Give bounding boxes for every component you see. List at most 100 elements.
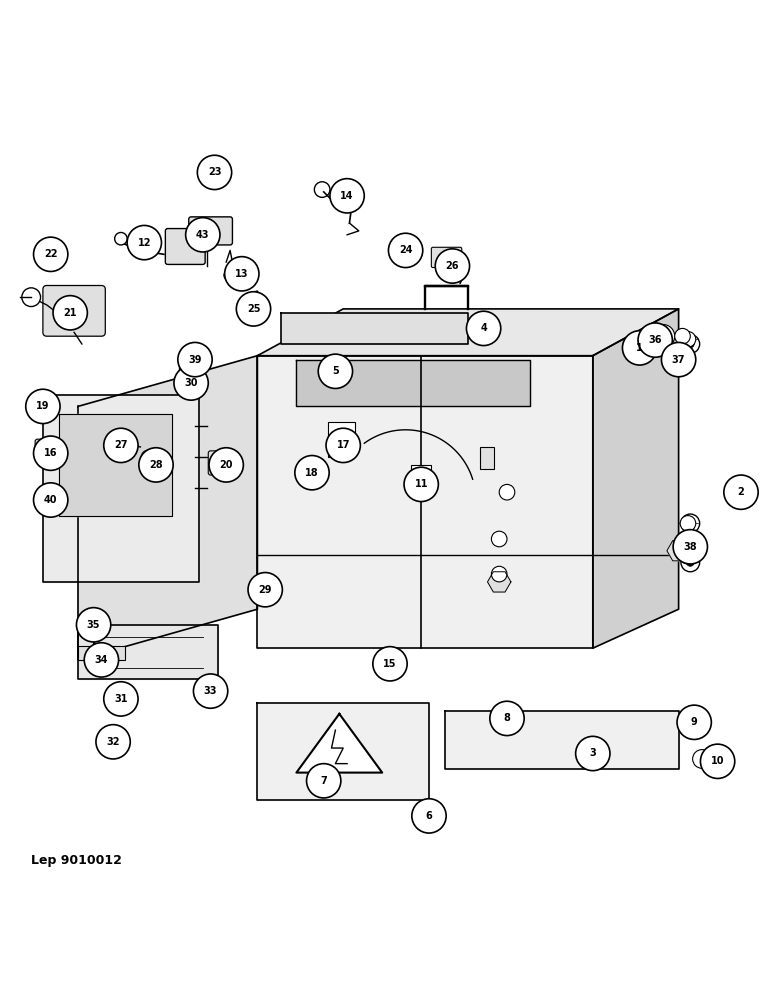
Circle shape	[686, 340, 694, 348]
Circle shape	[104, 682, 138, 716]
Circle shape	[680, 516, 696, 531]
Circle shape	[225, 257, 259, 291]
Polygon shape	[257, 703, 429, 800]
Polygon shape	[281, 313, 468, 344]
Text: 21: 21	[63, 308, 77, 318]
Text: 27: 27	[114, 440, 128, 450]
Polygon shape	[667, 541, 690, 561]
Text: 20: 20	[219, 460, 233, 470]
Text: 32: 32	[106, 737, 120, 747]
Circle shape	[209, 448, 243, 482]
Polygon shape	[78, 356, 257, 660]
Text: 25: 25	[246, 304, 261, 314]
Circle shape	[673, 530, 707, 564]
Circle shape	[686, 520, 694, 527]
Text: 40: 40	[44, 495, 58, 505]
FancyBboxPatch shape	[189, 217, 232, 245]
Text: 22: 22	[44, 249, 58, 259]
Circle shape	[248, 573, 282, 607]
Text: 10: 10	[711, 756, 725, 766]
Polygon shape	[257, 309, 679, 356]
Text: 4: 4	[480, 323, 487, 333]
Text: 33: 33	[204, 686, 218, 696]
Text: 16: 16	[44, 448, 58, 458]
Text: 26: 26	[445, 261, 459, 271]
FancyBboxPatch shape	[78, 646, 125, 660]
FancyBboxPatch shape	[43, 286, 105, 336]
Text: 39: 39	[188, 355, 202, 365]
Circle shape	[26, 389, 60, 424]
Circle shape	[739, 484, 754, 500]
Circle shape	[330, 179, 364, 213]
Text: 29: 29	[258, 585, 272, 595]
Circle shape	[307, 764, 341, 798]
Circle shape	[197, 155, 232, 190]
Text: Lep 9010012: Lep 9010012	[31, 854, 122, 867]
Text: 12: 12	[137, 238, 151, 248]
Text: 38: 38	[683, 542, 697, 552]
Text: 36: 36	[648, 335, 662, 345]
Circle shape	[681, 514, 700, 533]
Circle shape	[318, 354, 353, 388]
Circle shape	[576, 736, 610, 771]
Text: 35: 35	[87, 620, 101, 630]
Circle shape	[193, 674, 228, 708]
Circle shape	[178, 342, 212, 377]
FancyBboxPatch shape	[328, 422, 355, 457]
Polygon shape	[58, 414, 172, 516]
Text: 8: 8	[504, 713, 510, 723]
Circle shape	[499, 484, 515, 500]
Text: 19: 19	[36, 401, 50, 411]
Circle shape	[44, 491, 62, 509]
Circle shape	[686, 558, 694, 566]
Circle shape	[84, 612, 103, 630]
Text: 9: 9	[691, 717, 697, 727]
Circle shape	[651, 324, 675, 348]
Circle shape	[466, 311, 501, 346]
Circle shape	[34, 237, 68, 271]
Circle shape	[491, 531, 507, 547]
Circle shape	[677, 705, 711, 739]
Text: 13: 13	[235, 269, 249, 279]
Circle shape	[34, 436, 68, 470]
FancyBboxPatch shape	[480, 447, 494, 469]
Text: 6: 6	[426, 811, 432, 821]
Circle shape	[693, 750, 711, 768]
Circle shape	[680, 332, 696, 347]
Text: 17: 17	[336, 440, 350, 450]
FancyBboxPatch shape	[179, 359, 204, 387]
Text: 14: 14	[340, 191, 354, 201]
Polygon shape	[78, 625, 218, 679]
Circle shape	[104, 732, 119, 747]
Circle shape	[118, 442, 132, 456]
Text: 43: 43	[196, 230, 210, 240]
Polygon shape	[43, 395, 199, 582]
FancyBboxPatch shape	[208, 451, 236, 475]
Circle shape	[299, 466, 317, 484]
Circle shape	[96, 725, 130, 759]
Circle shape	[681, 335, 700, 353]
Circle shape	[115, 232, 127, 245]
Circle shape	[638, 323, 672, 357]
Text: 18: 18	[305, 468, 319, 478]
Text: 1: 1	[636, 343, 643, 353]
Circle shape	[681, 553, 700, 572]
Polygon shape	[445, 711, 679, 769]
Circle shape	[53, 296, 87, 330]
Circle shape	[373, 647, 407, 681]
Text: 2: 2	[738, 487, 744, 497]
Circle shape	[661, 342, 696, 377]
Circle shape	[295, 456, 329, 490]
Circle shape	[724, 475, 758, 509]
Circle shape	[622, 331, 657, 365]
Polygon shape	[593, 309, 679, 648]
Text: 31: 31	[114, 694, 128, 704]
Circle shape	[491, 566, 507, 582]
Polygon shape	[296, 714, 382, 773]
Circle shape	[683, 711, 702, 729]
Text: 3: 3	[590, 748, 596, 758]
Circle shape	[326, 428, 360, 463]
FancyBboxPatch shape	[35, 439, 59, 459]
Circle shape	[112, 687, 130, 706]
Text: 30: 30	[184, 378, 198, 388]
